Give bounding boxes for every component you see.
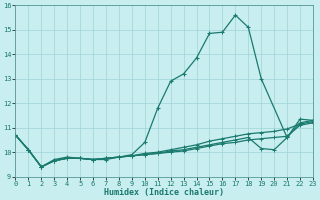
X-axis label: Humidex (Indice chaleur): Humidex (Indice chaleur) [104,188,224,197]
